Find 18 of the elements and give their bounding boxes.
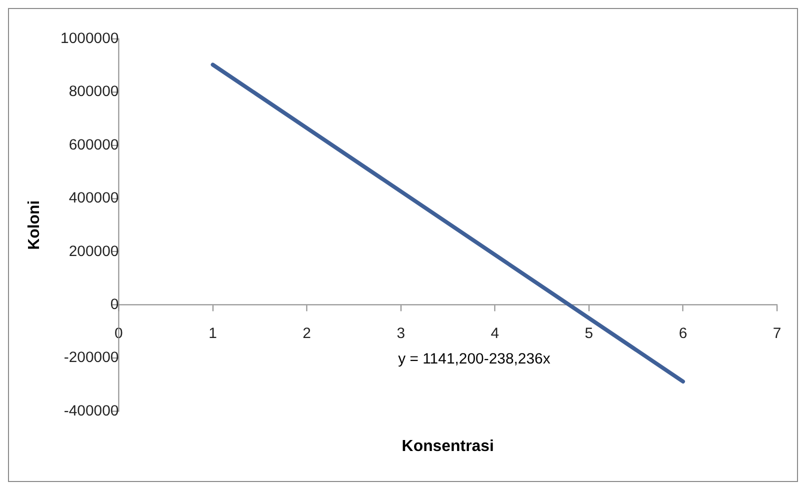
y-tick-label: 400000 bbox=[68, 190, 119, 207]
y-tick-label: -400000 bbox=[64, 402, 119, 420]
x-tick-label: 7 bbox=[772, 324, 782, 342]
x-tick-label: 2 bbox=[302, 324, 311, 342]
y-tick-label: 600000 bbox=[68, 136, 119, 154]
x-axis-title: Konsentrasi bbox=[402, 438, 494, 456]
y-tick-label: 800000 bbox=[68, 83, 119, 100]
x-tick-label: 5 bbox=[584, 324, 594, 342]
y-tick-label: 0 bbox=[110, 296, 119, 314]
y-tick-label: -200000 bbox=[64, 349, 119, 366]
annotation: y = 1141,200-238,236x bbox=[398, 350, 551, 368]
y-tick-label: 1000000 bbox=[60, 30, 119, 47]
x-tick-label: 4 bbox=[490, 324, 500, 342]
x-tick-label: 6 bbox=[678, 324, 688, 342]
x-tick-label: 3 bbox=[396, 324, 406, 342]
x-tick-label: 1 bbox=[208, 324, 217, 342]
y-axis-title: Koloni bbox=[26, 200, 43, 250]
y-tick-label: 200000 bbox=[68, 242, 119, 260]
